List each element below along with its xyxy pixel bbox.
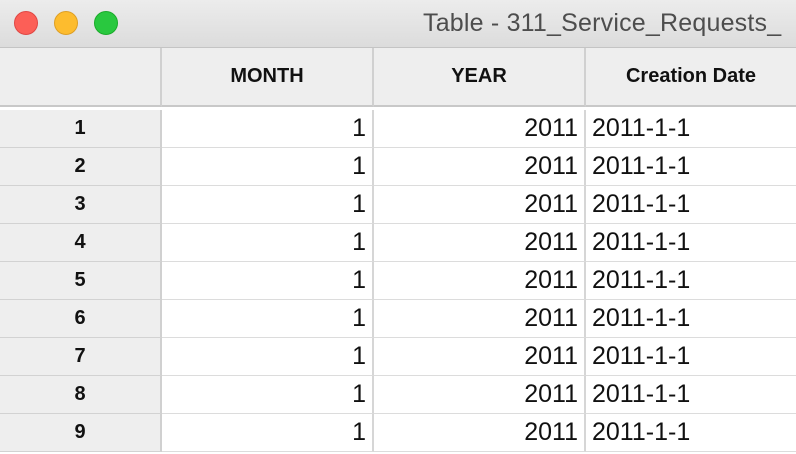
close-window-icon[interactable] xyxy=(14,11,38,35)
table-row[interactable]: 8 1 2011 2011-1-1 xyxy=(0,376,796,414)
attribute-table: MONTH YEAR Creation Date 1 1 2011 2011-1-1 2… xyxy=(0,48,796,454)
cell-creation-date[interactable]: 2011-1-1 xyxy=(586,148,796,186)
row-header[interactable]: 1 xyxy=(0,110,162,148)
cell-year[interactable]: 2011 xyxy=(374,300,586,338)
row-header[interactable]: 6 xyxy=(0,300,162,338)
cell-creation-date[interactable]: 2011-1-1 xyxy=(586,224,796,262)
window-title: Table - 311_Service_Requests_ xyxy=(423,9,782,37)
table-row[interactable]: 2 1 2011 2011-1-1 xyxy=(0,148,796,186)
row-header[interactable]: 9 xyxy=(0,414,162,452)
table-row[interactable]: 7 1 2011 2011-1-1 xyxy=(0,338,796,376)
cell-month[interactable]: 1 xyxy=(162,110,374,148)
cell-creation-date[interactable]: 2011-1-1 xyxy=(586,110,796,148)
cell-month[interactable]: 1 xyxy=(162,148,374,186)
column-header-year[interactable]: YEAR xyxy=(374,48,586,107)
cell-month[interactable]: 1 xyxy=(162,414,374,452)
cell-month[interactable]: 1 xyxy=(162,224,374,262)
column-header-month[interactable]: MONTH xyxy=(162,48,374,107)
row-header[interactable]: 7 xyxy=(0,338,162,376)
cell-month[interactable]: 1 xyxy=(162,300,374,338)
zoom-window-icon[interactable] xyxy=(94,11,118,35)
cell-creation-date[interactable]: 2011-1-1 xyxy=(586,186,796,224)
cell-month[interactable]: 1 xyxy=(162,262,374,300)
minimize-window-icon[interactable] xyxy=(54,11,78,35)
table-row[interactable]: 4 1 2011 2011-1-1 xyxy=(0,224,796,262)
cell-creation-date[interactable]: 2011-1-1 xyxy=(586,300,796,338)
column-header-creation-date[interactable]: Creation Date xyxy=(586,48,796,107)
cell-year[interactable]: 2011 xyxy=(374,376,586,414)
row-header[interactable]: 2 xyxy=(0,148,162,186)
cell-month[interactable]: 1 xyxy=(162,338,374,376)
row-header[interactable]: 4 xyxy=(0,224,162,262)
table-row[interactable]: 5 1 2011 2011-1-1 xyxy=(0,262,796,300)
table-row[interactable]: 6 1 2011 2011-1-1 xyxy=(0,300,796,338)
row-header[interactable]: 5 xyxy=(0,262,162,300)
cell-year[interactable]: 2011 xyxy=(374,224,586,262)
cell-creation-date[interactable]: 2011-1-1 xyxy=(586,338,796,376)
table-row[interactable]: 9 1 2011 2011-1-1 xyxy=(0,414,796,452)
title-bar: Table - 311_Service_Requests_ xyxy=(0,0,796,48)
cell-year[interactable]: 2011 xyxy=(374,148,586,186)
row-header[interactable]: 8 xyxy=(0,376,162,414)
row-header[interactable]: 3 xyxy=(0,186,162,224)
cell-month[interactable]: 1 xyxy=(162,376,374,414)
table-row[interactable]: 1 1 2011 2011-1-1 xyxy=(0,110,796,148)
cell-year[interactable]: 2011 xyxy=(374,262,586,300)
cell-year[interactable]: 2011 xyxy=(374,414,586,452)
cell-year[interactable]: 2011 xyxy=(374,186,586,224)
cell-month[interactable]: 1 xyxy=(162,186,374,224)
cell-year[interactable]: 2011 xyxy=(374,110,586,148)
cell-creation-date[interactable]: 2011-1-1 xyxy=(586,414,796,452)
table-row[interactable]: 3 1 2011 2011-1-1 xyxy=(0,186,796,224)
cell-creation-date[interactable]: 2011-1-1 xyxy=(586,262,796,300)
cell-creation-date[interactable]: 2011-1-1 xyxy=(586,376,796,414)
corner-header-cell[interactable] xyxy=(0,48,162,107)
cell-year[interactable]: 2011 xyxy=(374,338,586,376)
